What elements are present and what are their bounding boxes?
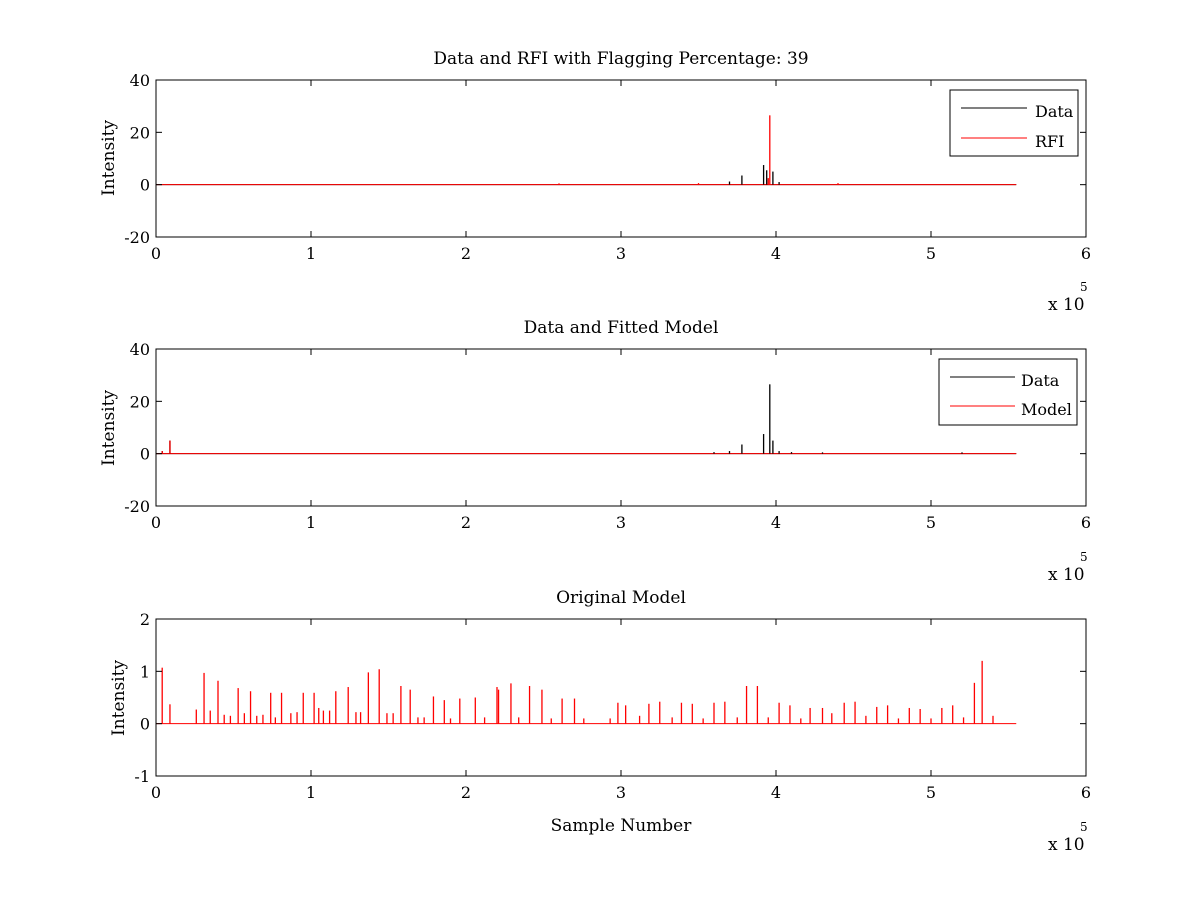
x-tick-label: 4 <box>771 783 781 802</box>
x-tick-label: 1 <box>306 513 316 532</box>
legend: Data RFI <box>949 89 1079 157</box>
x-tick-label: 5 <box>926 783 936 802</box>
y-tick-label: 20 <box>130 392 150 411</box>
plot-marks <box>156 660 1017 725</box>
plot-marks <box>156 115 1017 186</box>
x-tick-label: 3 <box>616 513 626 532</box>
y-tick-label: -20 <box>124 497 150 516</box>
y-tick-label: 0 <box>140 176 150 195</box>
legend-label-rfi: RFI <box>1035 132 1064 151</box>
legend: Data Model <box>938 358 1078 426</box>
panel-original-model: Original Model Intensity Sample Number x… <box>109 588 1091 855</box>
y-tick-label: 40 <box>130 340 150 359</box>
x-multiplier-exponent: 5 <box>1080 820 1088 834</box>
x-tick-label: 0 <box>151 513 161 532</box>
y-tick-label: -1 <box>134 767 150 786</box>
y-axis-label: Intensity <box>109 660 129 736</box>
x-tick-label: 2 <box>461 513 471 532</box>
legend-box <box>949 89 1079 157</box>
x-tick-label: 6 <box>1081 513 1091 532</box>
y-tick-label: -20 <box>124 228 150 247</box>
y-tick-label: 2 <box>140 610 150 629</box>
x-axis-label: Sample Number <box>551 816 693 836</box>
y-axis-label: Intensity <box>99 390 119 466</box>
x-multiplier-exponent: 5 <box>1080 280 1088 294</box>
x-tick-label: 0 <box>151 244 161 263</box>
y-tick-label: 0 <box>140 445 150 464</box>
x-tick-label: 5 <box>926 513 936 532</box>
plot-frame <box>155 348 1087 507</box>
x-tick-label: 6 <box>1081 783 1091 802</box>
plot-marks <box>156 384 1017 455</box>
y-tick-label: 1 <box>140 662 150 681</box>
x-tick-label: 1 <box>306 244 316 263</box>
legend-label-model: Model <box>1021 400 1072 419</box>
x-tick-label: 4 <box>771 244 781 263</box>
x-multiplier: x 10 <box>1048 565 1085 585</box>
y-tick-label: 40 <box>130 71 150 90</box>
y-axis-label: Intensity <box>99 120 119 196</box>
legend-label-data: Data <box>1021 371 1060 390</box>
plot-frame <box>155 79 1087 238</box>
panel-title: Data and RFI with Flagging Percentage: 3… <box>433 49 808 69</box>
x-tick-label: 1 <box>306 783 316 802</box>
y-tick-label: 20 <box>130 123 150 142</box>
panel-data-rfi: Data and RFI with Flagging Percentage: 3… <box>99 49 1091 315</box>
panel-title: Data and Fitted Model <box>524 318 719 338</box>
x-tick-label: 2 <box>461 244 471 263</box>
x-multiplier: x 10 <box>1048 835 1085 855</box>
x-multiplier-exponent: 5 <box>1080 550 1088 564</box>
x-tick-label: 2 <box>461 783 471 802</box>
legend-box <box>938 358 1078 426</box>
x-multiplier: x 10 <box>1048 295 1085 315</box>
plot-frame <box>155 618 1087 777</box>
panel-title: Original Model <box>556 588 686 608</box>
x-tick-label: 3 <box>616 783 626 802</box>
x-tick-label: 0 <box>151 783 161 802</box>
legend-label-data: Data <box>1035 102 1074 121</box>
y-tick-label: 0 <box>140 715 150 734</box>
x-tick-label: 3 <box>616 244 626 263</box>
x-tick-label: 5 <box>926 244 936 263</box>
x-tick-label: 6 <box>1081 244 1091 263</box>
panel-data-model: Data and Fitted Model Intensity x 10 5 0… <box>99 318 1091 585</box>
x-tick-label: 4 <box>771 513 781 532</box>
